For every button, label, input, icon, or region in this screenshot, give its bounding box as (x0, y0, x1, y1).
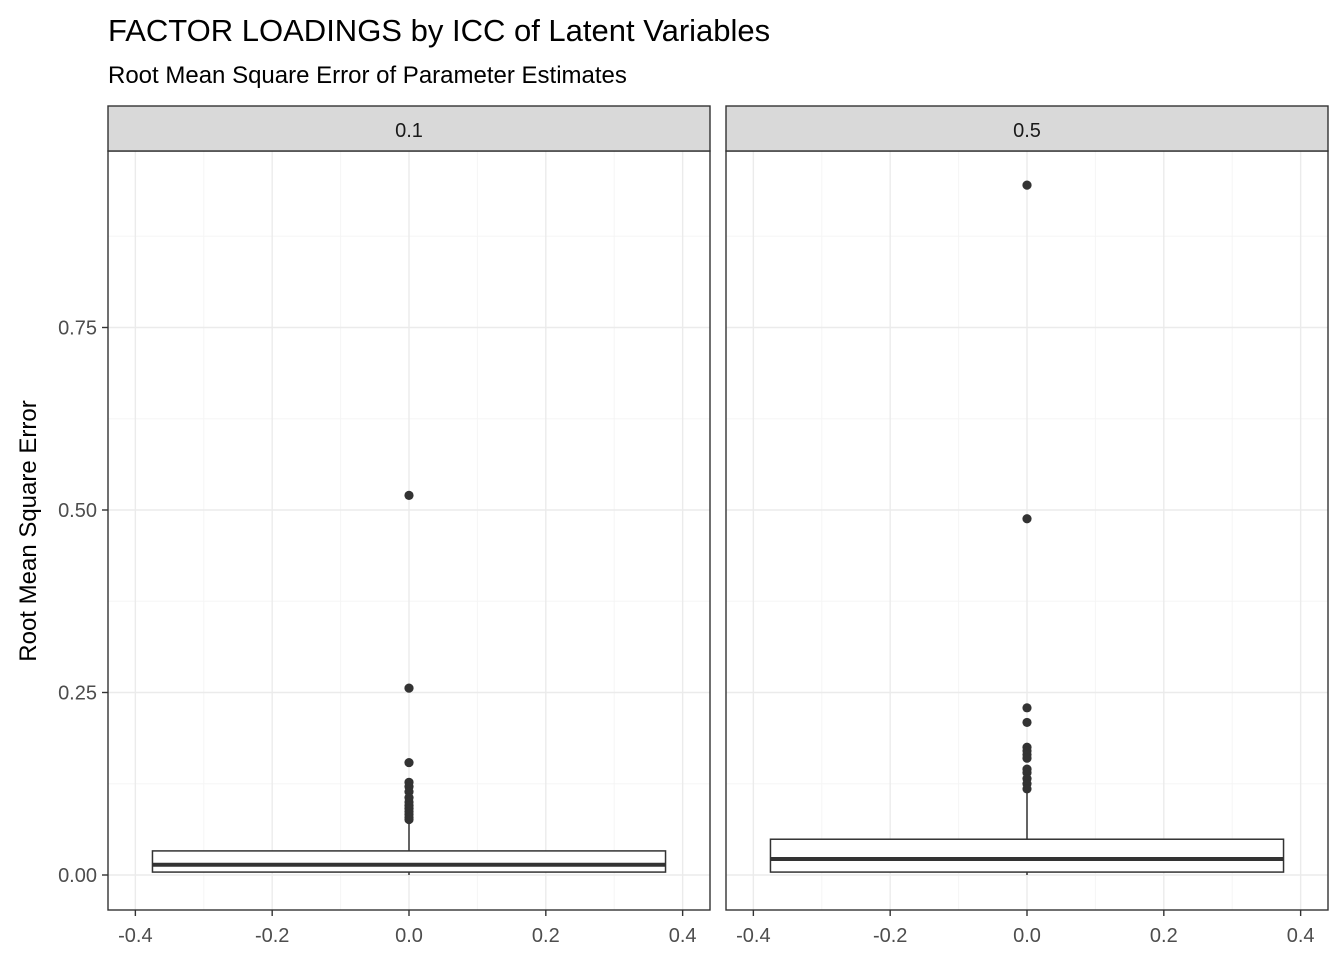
chart-title: FACTOR LOADINGS by ICC of Latent Variabl… (108, 13, 770, 48)
panels-container: 0.1 -0.4 -0.2 0.0 0.2 0.4 0.5 -0.4 -0.2 0.0 0.2 0.4 (107, 105, 1329, 947)
facet-strip (107, 105, 711, 152)
x-tick-label: -0.4 (118, 925, 152, 947)
x-tick-label: 0.2 (1150, 925, 1178, 947)
y-axis: 0.00 0.25 0.50 0.75 (58, 318, 108, 887)
x-tick-label: -0.2 (873, 925, 907, 947)
panel-1: 0.1 -0.4 -0.2 0.0 0.2 0.4 (107, 105, 711, 947)
facet-strip-label: 0.5 (1013, 120, 1041, 142)
x-tick-label: -0.4 (736, 925, 770, 947)
outlier-point (1022, 514, 1032, 524)
outlier-point (404, 683, 414, 693)
x-tick-label: 0.4 (1287, 925, 1315, 947)
facet-strip (725, 105, 1329, 152)
y-tick-label: 0.50 (58, 500, 97, 522)
outlier-point (1022, 717, 1032, 728)
y-tick-label: 0.75 (58, 318, 97, 340)
outlier-point (404, 757, 414, 768)
outlier-point (404, 490, 414, 500)
x-tick-label: 0.2 (532, 925, 560, 947)
y-axis-label: Root Mean Square Error (15, 400, 42, 661)
outlier-point (1022, 753, 1032, 763)
outlier-point (404, 814, 414, 825)
x-tick-label: 0.4 (669, 925, 697, 947)
y-tick-label: 0.00 (58, 865, 97, 887)
facet-strip-label: 0.1 (395, 120, 423, 142)
box-iqr (151, 850, 667, 873)
box-iqr (769, 838, 1285, 873)
x-tick-label: 0.0 (395, 925, 423, 947)
outlier-point (1022, 784, 1032, 794)
x-tick-label: 0.0 (1013, 925, 1041, 947)
chart-subtitle: Root Mean Square Error of Parameter Esti… (108, 62, 627, 89)
outlier-point (1022, 703, 1032, 713)
y-tick-label: 0.25 (58, 683, 97, 705)
outlier-point (1022, 180, 1032, 190)
x-tick-label: -0.2 (255, 925, 289, 947)
panel-2: 0.5 -0.4 -0.2 0.0 0.2 0.4 (725, 105, 1329, 947)
